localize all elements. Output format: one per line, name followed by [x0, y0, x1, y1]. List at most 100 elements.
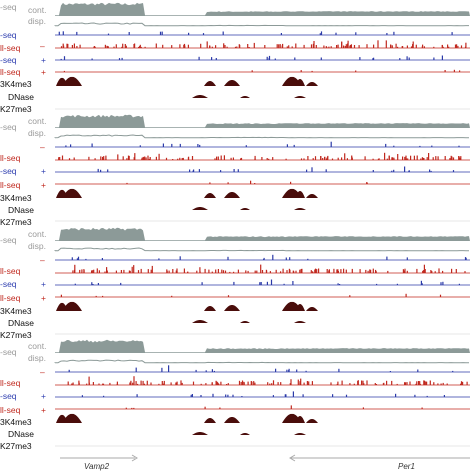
peak: [295, 78, 305, 86]
peak: [306, 81, 318, 86]
signal-bar: [98, 383, 100, 385]
signal-bar: [288, 45, 290, 48]
disp-coverage-track: [54, 359, 469, 364]
signal-bar: [343, 268, 345, 273]
signal-bar: [184, 45, 186, 48]
signal-bar: [237, 269, 239, 273]
signal-bar: [405, 293, 407, 297]
peak: [192, 431, 208, 435]
signal-bar: [147, 155, 149, 160]
signal-bar: [357, 380, 359, 385]
peak: [192, 319, 208, 323]
signal-bar: [141, 157, 143, 160]
signal-bar: [91, 282, 93, 285]
signal-bar: [332, 394, 334, 397]
signal-bar: [129, 270, 131, 273]
signal-bar: [295, 43, 297, 48]
label-seq-3: ll-seq: [0, 405, 21, 415]
signal-bar: [248, 47, 250, 48]
signal-bar: [217, 156, 219, 160]
signal-bar: [209, 182, 211, 184]
signal-bar: [338, 368, 340, 372]
signal-bar: [397, 46, 399, 48]
signal-bar: [200, 43, 202, 48]
signal-bar: [76, 46, 78, 48]
signal-bar: [421, 157, 423, 160]
signal-bar: [233, 169, 235, 172]
signal-bar: [420, 280, 422, 285]
signal-bar: [283, 283, 285, 285]
signal-bar: [159, 31, 162, 35]
signal-bar: [60, 294, 62, 297]
signal-bar: [351, 268, 353, 273]
signal-bar: [416, 155, 418, 160]
signal-bar: [365, 269, 367, 273]
signal-bar: [272, 254, 274, 260]
signal-bar: [328, 46, 330, 48]
signal-bar: [405, 158, 407, 160]
signal-bar: [269, 271, 271, 273]
signal-bar: [206, 41, 208, 48]
signal-bar: [284, 394, 286, 397]
signal-bar: [372, 170, 374, 172]
signal-bar: [127, 155, 130, 160]
signal-bar: [299, 382, 301, 385]
signal-bar: [201, 282, 203, 285]
signal-bar: [149, 157, 151, 160]
signal-bar: [131, 266, 133, 273]
signal-bar: [150, 382, 152, 385]
signal-bar: [251, 381, 253, 385]
signal-bar: [372, 268, 374, 273]
signal-bar: [155, 156, 157, 160]
signal-bar: [216, 156, 218, 160]
signal-bar: [211, 271, 213, 273]
signal-bar: [408, 57, 410, 60]
signal-bar: [63, 70, 65, 72]
signal-bar: [168, 365, 170, 372]
label-disp: disp.: [28, 241, 46, 251]
signal-bar: [261, 157, 263, 160]
signal-bar: [326, 269, 328, 273]
label-plus-sign-2: +: [41, 180, 46, 190]
label-seq: -seq: [0, 235, 17, 245]
signal-bar: [462, 381, 464, 385]
signal-bar: [412, 41, 414, 48]
signal-bar: [296, 369, 298, 372]
signal-bar: [134, 153, 136, 160]
signal-bar: [402, 46, 404, 48]
signal-bar: [254, 155, 256, 160]
signal-bar: [446, 383, 448, 385]
label-h3k27me3: K27me3: [0, 441, 32, 451]
signal-bar: [341, 380, 343, 385]
signal-bar: [133, 157, 135, 160]
signal-bar: [113, 46, 115, 48]
signal-bar: [286, 369, 288, 372]
label-plus-sign: +: [41, 166, 46, 176]
signal-bar: [176, 381, 178, 385]
signal-bar: [272, 380, 275, 385]
signal-bar: [247, 44, 249, 48]
signal-bar: [227, 383, 229, 385]
signal-bar: [266, 270, 268, 273]
signal-bar: [290, 181, 292, 184]
peak: [224, 304, 240, 311]
signal-bar: [204, 406, 206, 409]
signal-bar: [59, 157, 61, 160]
signal-bar: [374, 383, 376, 385]
label-minus-seq: ll-seq: [0, 266, 21, 276]
signal-bar: [122, 43, 124, 48]
signal-bar: [460, 383, 462, 385]
label-h3k4me3: 3K4me3: [0, 193, 32, 203]
signal-bar: [458, 145, 460, 147]
signal-bar: [386, 158, 388, 160]
signal-bar: [355, 70, 357, 72]
label-minus-seq: ll-seq: [0, 43, 21, 53]
peak: [295, 415, 305, 423]
signal-bar: [375, 384, 377, 385]
signal-bar: [286, 46, 288, 48]
signal-bar: [88, 382, 90, 385]
signal-bar: [391, 45, 393, 48]
peak: [204, 417, 216, 423]
signal-bar: [171, 295, 173, 297]
signal-bar: [369, 269, 371, 273]
